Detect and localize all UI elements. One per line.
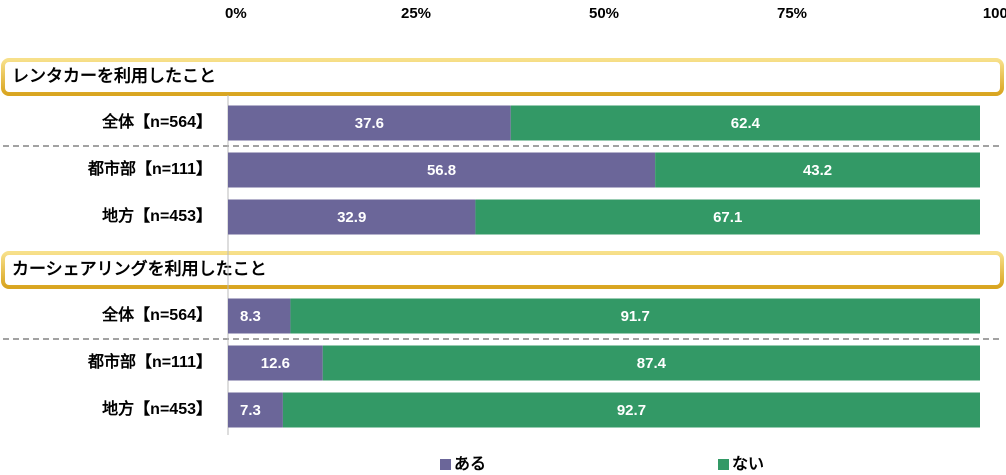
data-label: 32.9 — [337, 209, 366, 226]
x-tick-label: 100% — [983, 5, 1006, 22]
data-label: 8.3 — [240, 308, 261, 325]
category-label: 都市部【n=111】 — [87, 159, 212, 178]
category-label: 地方【n=453】 — [102, 206, 212, 225]
data-label: 56.8 — [427, 162, 456, 179]
bar-segment — [228, 152, 656, 188]
data-label: 92.7 — [617, 402, 646, 419]
data-label: 67.1 — [713, 209, 742, 226]
bar-segment — [228, 105, 511, 141]
x-tick-label: 75% — [777, 5, 807, 22]
x-tick-label: 25% — [401, 5, 431, 22]
data-label: 91.7 — [621, 308, 650, 325]
bar-segment — [282, 392, 980, 428]
bar-segment — [510, 105, 980, 141]
bar-segment — [322, 345, 980, 381]
data-label: 43.2 — [803, 162, 832, 179]
category-label: 全体【n=564】 — [101, 112, 212, 131]
bar-segment — [228, 392, 283, 428]
group-header-box — [1, 58, 1004, 96]
category-label: 都市部【n=111】 — [87, 352, 212, 371]
category-label: 全体【n=564】 — [101, 305, 212, 324]
legend-swatch — [718, 459, 729, 470]
group-header-box — [1, 251, 1004, 289]
bar-segment — [228, 345, 323, 381]
bar-segment — [655, 152, 980, 188]
data-label: 7.3 — [240, 402, 261, 419]
legend-swatch — [440, 459, 451, 470]
data-label: 12.6 — [261, 355, 290, 372]
data-label: 37.6 — [355, 115, 384, 132]
bar-segment — [290, 298, 980, 334]
bar-segment — [228, 298, 291, 334]
group-header: レンタカーを利用したこと — [12, 65, 216, 85]
bar-segment — [475, 199, 980, 235]
legend-label: ない — [732, 455, 764, 473]
x-tick-label: 0% — [225, 5, 247, 22]
category-label: 地方【n=453】 — [102, 399, 212, 418]
x-tick-label: 50% — [589, 5, 619, 22]
bar-segment — [228, 199, 476, 235]
data-label: 62.4 — [731, 115, 761, 132]
legend-label: ある — [454, 455, 486, 473]
group-header: カーシェアリングを利用したこと — [12, 258, 267, 278]
data-label: 87.4 — [637, 355, 667, 372]
